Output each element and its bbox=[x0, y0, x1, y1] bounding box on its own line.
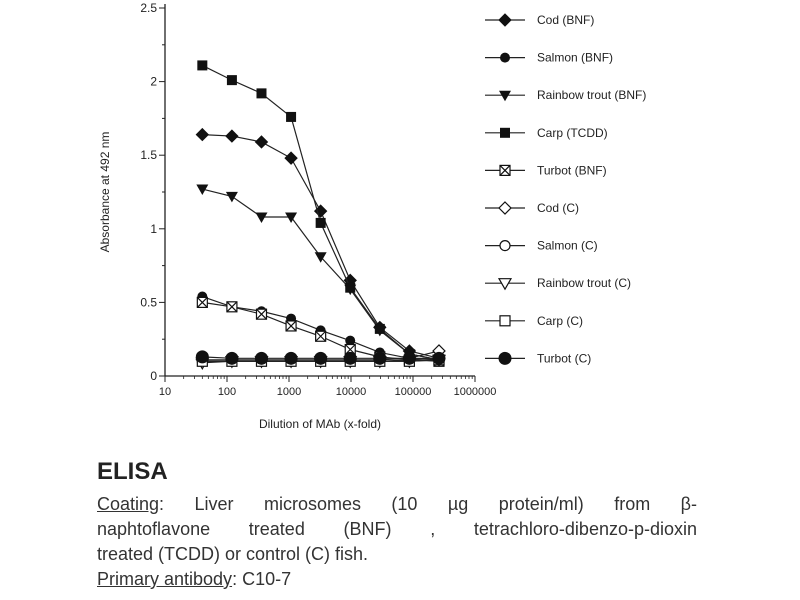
legend-marker bbox=[499, 240, 511, 252]
data-point bbox=[285, 212, 298, 224]
data-point bbox=[315, 217, 326, 228]
marker-cross bbox=[256, 308, 267, 320]
data-point bbox=[225, 351, 239, 365]
data-point bbox=[373, 351, 387, 365]
legend-label: Turbot (BNF) bbox=[537, 163, 607, 177]
x-tick-label: 10 bbox=[159, 386, 171, 398]
marker-cross bbox=[285, 320, 297, 332]
data-point bbox=[402, 351, 416, 365]
legend-item: Rainbow trout (C) bbox=[485, 276, 631, 291]
data-point bbox=[432, 351, 446, 365]
legend-item: Salmon (C) bbox=[485, 239, 598, 253]
legend-marker bbox=[498, 13, 512, 27]
data-point bbox=[285, 320, 297, 332]
data-point bbox=[196, 184, 209, 196]
legend-label: Carp (TCDD) bbox=[537, 126, 608, 140]
legend: Cod (BNF) Salmon (BNF) Rainbow trout (BNF)… bbox=[485, 13, 646, 365]
antibody-label: Primary antibody bbox=[97, 569, 233, 589]
legend-marker bbox=[500, 127, 510, 138]
data-point bbox=[286, 111, 297, 122]
legend-marker bbox=[498, 201, 512, 215]
coating-label: Coating bbox=[97, 494, 160, 514]
legend-marker bbox=[498, 351, 512, 365]
legend-item: Cod (C) bbox=[485, 201, 579, 215]
coating-text-1: : Liver microsomes (10 µg protein/ml) fr… bbox=[159, 494, 697, 514]
x-tick-label: 1000 bbox=[277, 386, 301, 398]
legend-item: Salmon (BNF) bbox=[485, 51, 613, 65]
x-tick-label: 1000000 bbox=[454, 386, 497, 398]
x-tick-label: 100000 bbox=[395, 386, 432, 398]
marker-cross bbox=[196, 296, 208, 308]
legend-label: Turbot (C) bbox=[537, 351, 591, 365]
y-tick-label: 0 bbox=[150, 369, 157, 383]
data-point bbox=[374, 323, 385, 334]
antibody-value: : C10-7 bbox=[232, 569, 292, 589]
series-line bbox=[202, 133, 440, 359]
caption: ELISA Coating: Liver microsomes (10 µg p… bbox=[97, 458, 697, 592]
data-point bbox=[343, 351, 357, 365]
data-point bbox=[314, 351, 328, 365]
y-tick-label: 0.5 bbox=[140, 295, 157, 309]
legend-item: Carp (TCDD) bbox=[485, 126, 608, 140]
data-point bbox=[196, 296, 208, 308]
y-tick-label: 2 bbox=[150, 75, 157, 89]
data-point bbox=[254, 351, 268, 365]
caption-title: ELISA bbox=[97, 458, 168, 485]
data-point bbox=[254, 135, 269, 149]
legend-item: Carp (C) bbox=[485, 314, 583, 328]
x-tick-label: 10000 bbox=[336, 386, 367, 398]
y-tick-label: 1.5 bbox=[140, 148, 157, 162]
legend-label: Salmon (C) bbox=[537, 239, 598, 253]
legend-item: Turbot (C) bbox=[485, 351, 591, 365]
series-10 bbox=[195, 350, 446, 365]
legend-label: Cod (BNF) bbox=[537, 13, 594, 27]
data-point bbox=[284, 151, 298, 165]
x-tick-label: 100 bbox=[218, 386, 236, 398]
x-axis-label: Dilution of MAb (x-fold) bbox=[259, 417, 381, 431]
legend-marker bbox=[499, 90, 511, 102]
legend-label: Rainbow trout (BNF) bbox=[537, 88, 646, 102]
data-point bbox=[225, 129, 239, 143]
y-axis-label: Absorbance at 492 nm bbox=[98, 132, 112, 253]
legend-marker bbox=[497, 278, 513, 291]
data-point bbox=[284, 351, 298, 365]
data-point bbox=[195, 350, 209, 364]
data-point bbox=[226, 75, 237, 86]
marker-cross bbox=[315, 330, 327, 342]
data-point bbox=[255, 212, 268, 224]
legend-marker bbox=[499, 315, 511, 327]
legend-label: Salmon (BNF) bbox=[537, 51, 613, 65]
legend-item: Rainbow trout (BNF) bbox=[485, 88, 646, 102]
coating-line-1: Coating: Liver microsomes (10 µg protein… bbox=[97, 492, 697, 517]
legend-item: Cod (BNF) bbox=[485, 13, 594, 27]
marker-cross bbox=[226, 301, 238, 313]
data-point bbox=[195, 127, 210, 142]
marker-cross bbox=[499, 164, 511, 176]
data-point bbox=[315, 330, 327, 342]
data-point bbox=[255, 308, 268, 320]
legend-label: Carp (C) bbox=[537, 314, 583, 328]
legend-marker bbox=[499, 164, 511, 176]
data-point bbox=[225, 191, 238, 203]
data-point bbox=[226, 301, 238, 313]
legend-label: Rainbow trout (C) bbox=[537, 276, 631, 290]
legend-label: Cod (C) bbox=[537, 201, 579, 215]
data-point bbox=[314, 252, 327, 263]
data-point bbox=[256, 88, 267, 99]
antibody-line: Primary antibody: C10-7 bbox=[97, 567, 697, 592]
y-tick-label: 2.5 bbox=[140, 1, 157, 15]
legend-marker bbox=[500, 52, 510, 63]
coating-line-3: treated (TCDD) or control (C) fish. bbox=[97, 544, 369, 564]
coating-line-2: naphtoflavone treated (BNF) , tetrachlor… bbox=[97, 519, 697, 539]
elisa-chart: 0 0.5 1 1.5 2 2.5 10 100 1000 10000 100000 1000000 D… bbox=[98, 1, 646, 431]
data-point bbox=[345, 335, 356, 346]
data-point bbox=[197, 60, 208, 71]
legend-item: Turbot (BNF) bbox=[485, 163, 607, 177]
data-point bbox=[345, 282, 356, 293]
y-tick-label: 1 bbox=[150, 222, 157, 236]
